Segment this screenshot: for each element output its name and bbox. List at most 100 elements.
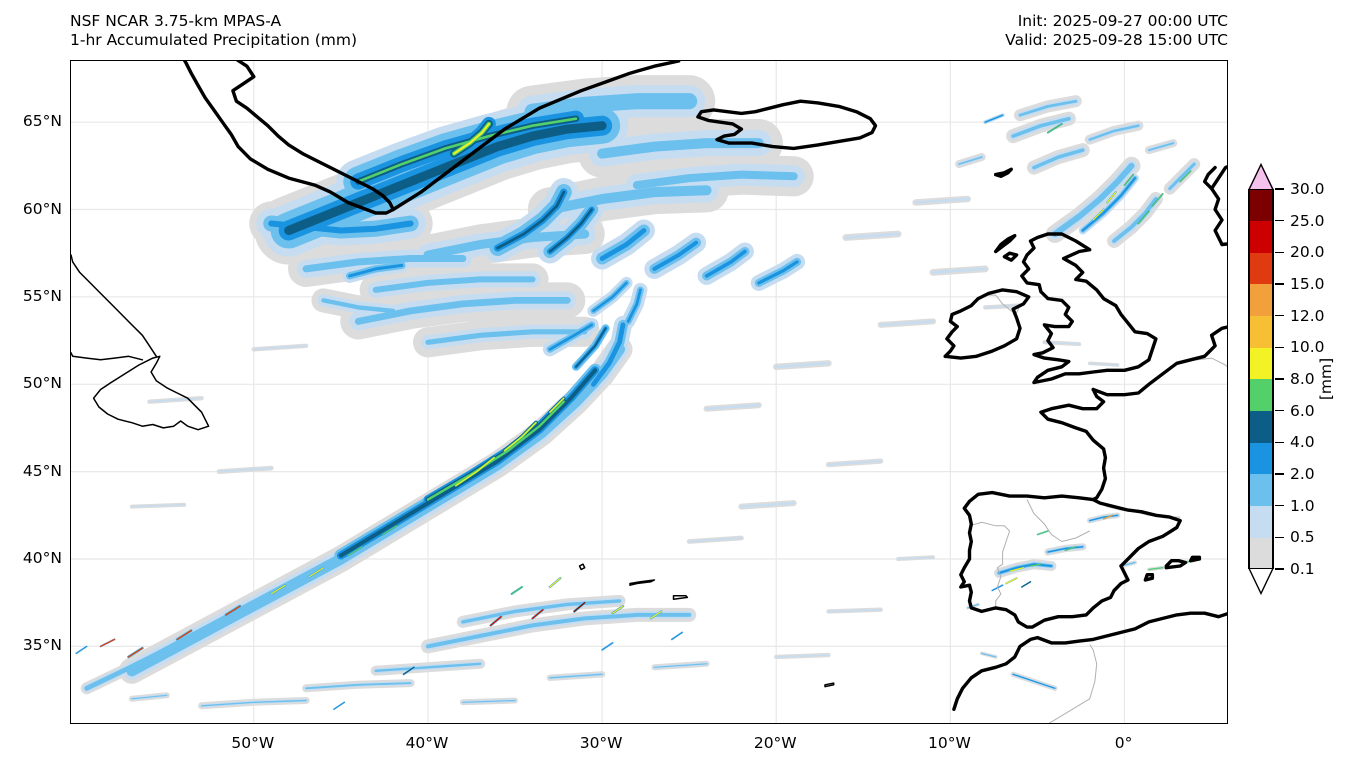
colorbar-tick — [1275, 409, 1284, 412]
colorbar-band — [1248, 442, 1274, 475]
colorbar-tick-label: 2.0 — [1290, 465, 1315, 483]
coastline-britain — [1020, 232, 1158, 385]
precip-band — [490, 616, 502, 626]
precip-band — [1051, 162, 1135, 238]
precip-band — [1089, 514, 1119, 522]
precip-band — [1064, 546, 1077, 551]
lat-tick-label: 45°N — [22, 461, 62, 480]
coastline-france_w — [1039, 387, 1108, 502]
precip-band — [998, 563, 1053, 574]
header-model-info: NSF NCAR 3.75-km MPAS-A 1-hr Accumulated … — [70, 12, 357, 50]
precip-band — [958, 156, 983, 165]
precip-band — [1112, 196, 1158, 244]
precip-band — [131, 694, 168, 700]
precip-band — [897, 556, 934, 560]
precip-band — [844, 232, 900, 239]
precip-band — [1106, 191, 1117, 204]
header-init-line: Init: 2025-09-27 00:00 UTC — [1017, 12, 1228, 30]
lon-tick-label: 0° — [1114, 734, 1133, 752]
precip-band — [612, 605, 624, 614]
lat-tick-label: 50°N — [22, 374, 62, 393]
colorbar-tick — [1275, 314, 1284, 317]
precip-band — [1103, 514, 1113, 520]
lon-tick-label: 10°W — [927, 734, 971, 752]
precip-band — [347, 546, 363, 557]
precip-band — [1137, 210, 1150, 225]
colorbar-tick — [1275, 536, 1284, 539]
precip-band — [671, 631, 683, 640]
lat-tick-label: 40°N — [22, 549, 62, 567]
precip-band — [100, 638, 116, 647]
precip-band — [131, 504, 185, 508]
precip-band — [496, 190, 566, 250]
precip-band — [270, 584, 286, 595]
precip-band — [827, 608, 882, 613]
precip-band — [1021, 581, 1032, 588]
coastline-labrador — [71, 352, 144, 361]
coastline-norway_coast2 — [1202, 165, 1217, 191]
colorbar-tick-label: 30.0 — [1290, 180, 1325, 198]
precip-band — [1092, 208, 1105, 221]
colorbar-over-arrow — [1248, 163, 1274, 189]
header-time-info: Init: 2025-09-27 00:00 UTC Valid: 2025-09… — [1005, 12, 1228, 50]
precip-band — [548, 208, 593, 253]
precip-band — [575, 327, 607, 368]
coastline-newfoundland — [92, 355, 210, 431]
precip-band — [1047, 546, 1084, 553]
precip-band — [931, 267, 987, 274]
precip-band — [1151, 193, 1164, 207]
colorbar-band — [1248, 220, 1274, 253]
coastlines — [71, 61, 1227, 711]
precip-band — [354, 296, 571, 325]
precip-band — [1011, 116, 1071, 138]
coastline-iberia — [959, 490, 1182, 629]
coastline-madeira — [824, 682, 835, 688]
precip-band — [1147, 142, 1175, 152]
colorbar-tick — [1275, 568, 1284, 570]
border-morocco_alg — [1048, 644, 1098, 723]
precipitation-map[interactable] — [70, 60, 1228, 724]
precip-band — [592, 281, 628, 313]
colorbar-band — [1248, 284, 1274, 317]
coastline-faroe — [994, 167, 1013, 178]
precip-band — [302, 254, 467, 273]
precip-band — [1047, 123, 1063, 134]
precip-band — [305, 682, 412, 690]
precip-band — [1179, 170, 1192, 183]
colorbar-band — [1248, 315, 1274, 348]
coastline-azores3 — [578, 563, 586, 571]
border-port_spain — [969, 521, 1011, 608]
coastline-menorca — [1189, 555, 1202, 563]
colorbar-tick-label: 20.0 — [1290, 243, 1325, 262]
colorbar-band — [1248, 505, 1274, 538]
precip-band — [1081, 177, 1137, 232]
colorbar: 0.1 0.5 1.0 2.0 4.0 6.0 8.0 10.0 12.0 15.0 20.0 25.… — [1248, 163, 1325, 595]
colorbar-tick-label: 15.0 — [1290, 275, 1325, 293]
precip-band — [632, 170, 798, 190]
precip-band — [984, 304, 1021, 309]
colorbar-unit-label: [mm] — [1317, 357, 1335, 401]
precip-band — [650, 610, 662, 619]
precip-band — [1005, 577, 1018, 585]
header-model-line: NSF NCAR 3.75-km MPAS-A — [70, 12, 282, 30]
precip-band — [573, 602, 586, 612]
colorbar-band — [1248, 252, 1274, 285]
colorbar-tick — [1275, 378, 1284, 380]
header-field-line: 1-hr Accumulated Precipitation (mm) — [70, 31, 357, 49]
precip-band — [601, 642, 614, 651]
colorbar-band — [1248, 379, 1274, 412]
precip-band — [218, 467, 273, 473]
precip-band — [176, 630, 192, 640]
precip-band — [321, 298, 396, 314]
precip-band — [1148, 567, 1164, 571]
lat-tick-label: 65°N — [22, 112, 62, 131]
precip-band — [1018, 99, 1078, 117]
precip-band — [914, 197, 970, 204]
precip-band — [1029, 563, 1042, 567]
precip-band — [688, 537, 743, 543]
precip-band — [148, 397, 203, 403]
precip-band — [453, 122, 490, 155]
colorbar-tick-label: 0.1 — [1290, 560, 1315, 578]
precip-band — [75, 645, 88, 654]
precip-band — [590, 322, 626, 387]
